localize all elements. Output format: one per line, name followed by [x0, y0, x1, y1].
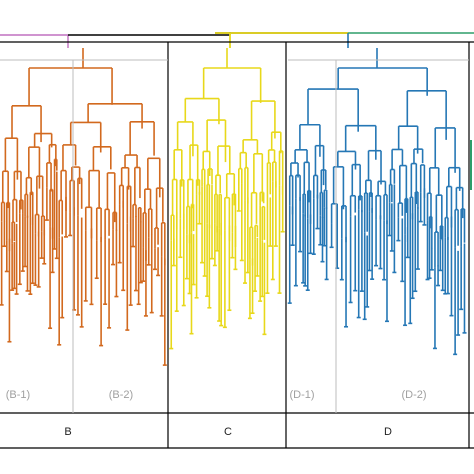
top-links [0, 32, 474, 48]
top-link-c [215, 32, 348, 48]
group-label-b: B [64, 426, 71, 438]
subgroup-label-b2: (B-2) [109, 389, 133, 401]
subgroup-label-b1: (B-1) [6, 389, 30, 401]
labels: (B-1) (B-2) (D-1) (D-2) B C D [6, 389, 427, 438]
group-label-c: C [224, 426, 232, 438]
dendrogram-trees [0, 48, 467, 366]
group-e-edge [470, 140, 472, 190]
group-label-d: D [384, 426, 392, 438]
tree-b [0, 48, 167, 366]
tree-d [287, 48, 467, 356]
panel-frames [0, 41, 474, 449]
subgroup-label-d2: (D-2) [401, 389, 426, 401]
subgroup-label-d1: (D-1) [289, 389, 314, 401]
tree-c [169, 48, 285, 350]
